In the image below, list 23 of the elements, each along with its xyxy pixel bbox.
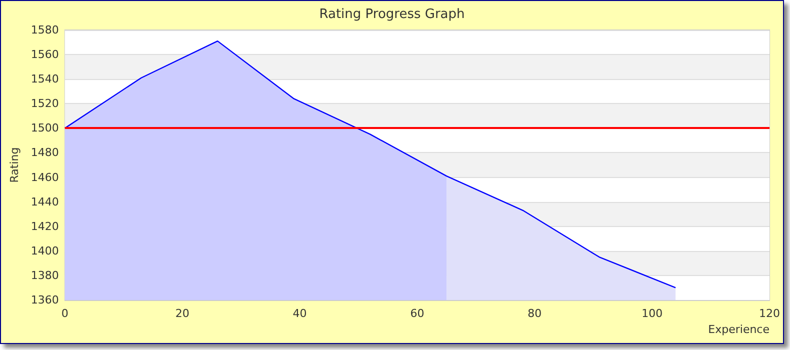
y-tick-label: 1420 bbox=[30, 220, 59, 233]
x-tick-label: 0 bbox=[61, 307, 68, 320]
y-tick-label: 1560 bbox=[30, 48, 59, 62]
x-tick-label: 60 bbox=[410, 307, 424, 320]
y-tick-label: 1500 bbox=[30, 122, 59, 135]
y-tick-label: 1440 bbox=[30, 195, 59, 208]
y-tick-label: 1360 bbox=[30, 294, 59, 306]
y-tick-label: 1460 bbox=[30, 170, 59, 184]
y-axis-title: Rating bbox=[8, 147, 21, 183]
chart-title: Rating Progress Graph bbox=[319, 7, 465, 22]
line-series bbox=[64, 40, 676, 288]
x-tick-label: 80 bbox=[528, 307, 542, 320]
x-tick-label: 20 bbox=[175, 307, 190, 320]
x-tick-label: 40 bbox=[292, 307, 307, 320]
y-tick-label: 1380 bbox=[30, 268, 59, 282]
y-tick-label: 1520 bbox=[30, 97, 59, 110]
y-tick-label: 1480 bbox=[30, 146, 59, 160]
x-tick-label: 120 bbox=[759, 307, 780, 320]
y-tick-label: 1400 bbox=[30, 244, 59, 258]
x-axis-title: Experience bbox=[708, 323, 770, 336]
x-tick-label: 100 bbox=[642, 307, 663, 320]
y-tick-label: 1540 bbox=[30, 72, 59, 86]
y-tick-label: 1580 bbox=[30, 24, 59, 36]
